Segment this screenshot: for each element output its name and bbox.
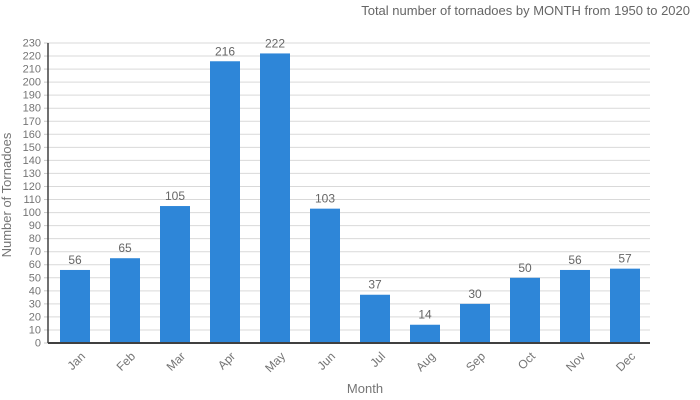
y-tick-label: 100	[23, 207, 41, 219]
y-tick-label: 160	[23, 129, 41, 141]
x-tick-label: Dec	[613, 349, 638, 374]
x-tick-label: Sep	[463, 349, 488, 374]
y-tick-label: 220	[23, 51, 41, 63]
bar-sep	[460, 303, 490, 343]
bar-oct	[510, 277, 540, 343]
bar-value-label: 65	[118, 241, 132, 255]
y-tick-label: 10	[29, 324, 41, 336]
y-tick-label: 60	[29, 259, 41, 271]
y-tick-label: 150	[23, 142, 41, 154]
y-tick-label: 0	[35, 338, 41, 350]
bar-aug	[410, 324, 440, 343]
chart-title: Total number of tornadoes by MONTH from …	[361, 3, 690, 18]
bar-dec	[610, 268, 640, 343]
bar-mar	[160, 206, 190, 343]
x-tick-label: Aug	[413, 349, 438, 374]
y-tick-label: 40	[29, 285, 41, 297]
x-tick-label: Feb	[114, 349, 139, 374]
bar-value-label: 14	[418, 308, 432, 322]
y-axis-title: Number of Tornadoes	[0, 132, 14, 257]
y-tick-label: 140	[23, 155, 41, 167]
y-tick-label: 200	[23, 77, 41, 89]
y-tick-label: 230	[23, 38, 41, 50]
x-tick-label: Mar	[164, 349, 189, 374]
bar-value-label: 37	[368, 278, 382, 292]
bar-value-label: 30	[468, 287, 482, 301]
y-tick-label: 180	[23, 103, 41, 115]
y-tick-label: 20	[29, 311, 41, 323]
y-tick-label: 210	[23, 64, 41, 76]
bar-nov	[560, 269, 590, 343]
x-tick-label: Oct	[515, 349, 539, 373]
y-tick-label: 70	[29, 246, 41, 258]
y-tick-label: 90	[29, 220, 41, 232]
bar-value-label: 57	[618, 252, 632, 266]
bar-value-label: 105	[165, 189, 185, 203]
bar-may	[260, 53, 290, 343]
bar-jan	[60, 269, 90, 343]
chart-generated-layer: 0102030405060708090100110120130140150160…	[23, 36, 650, 375]
y-tick-label: 120	[23, 181, 41, 193]
x-tick-label: Jul	[367, 349, 388, 370]
bar-value-label: 222	[265, 36, 285, 50]
y-tick-label: 80	[29, 233, 41, 245]
bar-value-label: 50	[518, 261, 532, 275]
bar-value-label: 56	[568, 253, 582, 267]
bar-jun	[310, 208, 340, 343]
bar-value-label: 56	[68, 253, 82, 267]
x-tick-label: Jun	[315, 349, 339, 373]
bar-value-label: 216	[215, 44, 235, 58]
x-axis-title: Month	[347, 381, 383, 396]
bar-feb	[110, 258, 140, 343]
y-tick-label: 50	[29, 272, 41, 284]
y-tick-label: 170	[23, 116, 41, 128]
y-tick-label: 30	[29, 298, 41, 310]
x-tick-label: May	[262, 349, 288, 375]
x-tick-label: Nov	[563, 349, 588, 374]
bar-apr	[210, 61, 240, 344]
bar-jul	[360, 294, 390, 343]
y-tick-label: 190	[23, 90, 41, 102]
bar-value-label: 103	[315, 192, 335, 206]
x-tick-label: Apr	[215, 349, 238, 372]
y-tick-label: 110	[23, 194, 41, 206]
x-tick-label: Jan	[65, 349, 89, 373]
y-tick-label: 130	[23, 168, 41, 180]
